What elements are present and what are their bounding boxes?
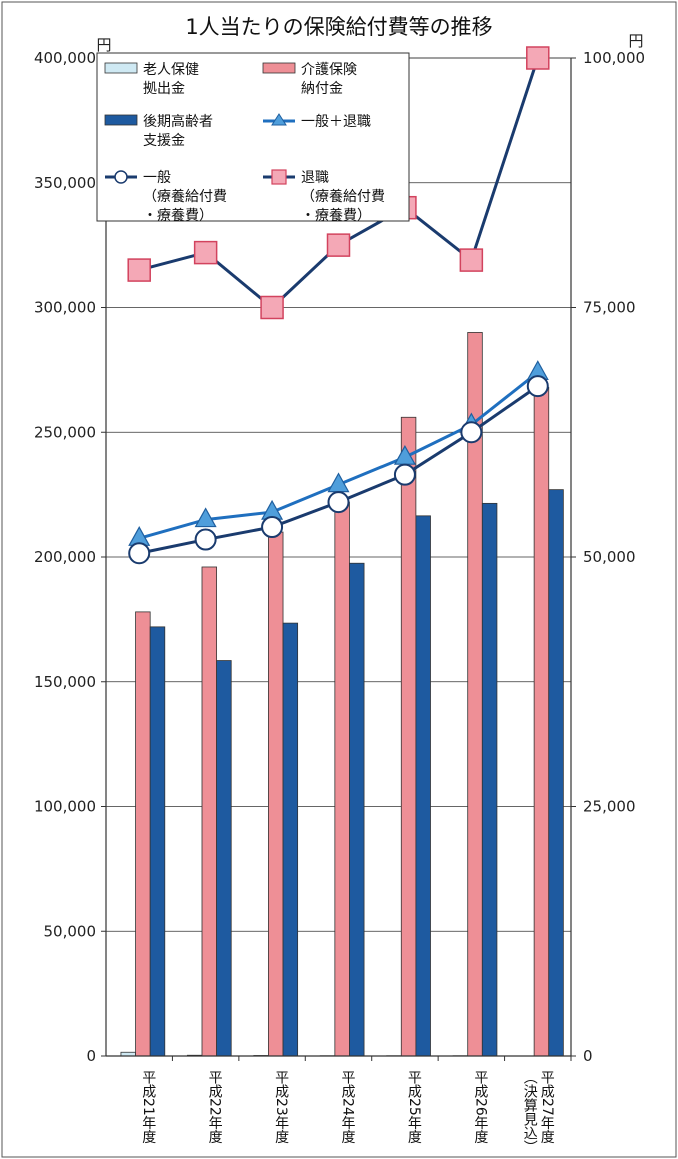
bar [282,622,299,1057]
legend-marker-triangle [271,113,287,126]
line-marker-circle [128,542,151,565]
bar [201,566,218,1057]
legend-marker-circle [114,170,128,184]
line-marker-circle [261,516,284,539]
x-tick-label: 平成22年度 [207,1070,223,1144]
line-marker-square [326,233,351,257]
legend-label: 拠出金 [143,81,185,97]
y-right-tick-label: 50,000 [583,548,636,566]
legend-label: 退職 [301,170,329,186]
line-marker-circle [460,421,483,444]
line-marker-square [193,240,218,265]
y-left-tick-label: 250,000 [34,423,96,441]
y-left-tick-label: 0 [86,1047,96,1065]
legend-label: 後期高齢者 [143,113,213,130]
line-marker-triangle [194,507,217,528]
bar [481,502,498,1057]
x-tick-label: 平成25年度 [406,1070,422,1144]
line-marker-square [526,46,550,70]
y-left-tick-label: 50,000 [44,922,97,940]
y-left-tick-label: 400,000 [34,49,96,67]
bar [149,626,166,1057]
line-marker-circle [194,528,217,551]
line-marker-circle [327,491,350,514]
y-right-unit: 円 [628,32,643,50]
y-right-tick-label: 25,000 [583,798,636,816]
bar [268,531,284,1057]
chart-title: 1人当たりの保険給付費等の推移 [185,15,492,39]
legend-label: （療養給付費 [143,188,227,205]
x-tick-label: 平成27年度 [539,1070,555,1144]
legend-box [96,52,410,222]
bar [349,562,365,1057]
legend-swatch-bar [262,62,296,74]
line-marker-circle [393,463,416,486]
legend-label: 支援金 [143,133,185,149]
bar [400,416,417,1057]
line-marker-square [260,295,284,320]
bar [135,611,151,1057]
legend-marker-square [271,169,287,185]
x-tick-label: 平成24年度 [340,1070,356,1144]
legend-label: ・療養費） [143,207,213,224]
bar [216,660,232,1057]
line-marker-square [127,258,151,282]
legend-swatch-bar [104,62,138,74]
y-right-tick-label: 100,000 [583,49,645,67]
legend-swatch-bar [104,114,138,126]
line-marker-circle [526,375,549,398]
y-right-tick-label: 0 [583,1047,593,1065]
legend-label: （療養給付費 [301,188,385,205]
legend-label: 老人保健 [143,62,199,78]
legend-label: 介護保険 [301,62,357,78]
bar [334,501,350,1057]
legend-label: 一般＋退職 [301,114,371,130]
y-left-unit: 円 [96,36,111,54]
legend-label: 納付金 [301,81,343,97]
x-tick-label: 平成26年度 [472,1070,488,1144]
y-left-tick-label: 150,000 [34,673,96,691]
bar [548,489,564,1057]
x-tick-label: 平成21年度 [140,1070,156,1144]
x-tick-label: 平成23年度 [273,1070,289,1144]
legend-label: 一般 [143,170,171,186]
y-right-tick-label: 75,000 [583,299,636,317]
bar [533,386,550,1057]
legend-label: ・療養費） [301,207,371,224]
y-left-tick-label: 350,000 [34,174,96,192]
y-left-tick-label: 100,000 [34,798,96,816]
line-marker-square [459,248,484,272]
y-left-tick-label: 300,000 [34,299,96,317]
bar [415,515,431,1057]
y-left-tick-label: 200,000 [34,548,96,566]
x-tick-label-note: （決算見込） [522,1070,538,1154]
